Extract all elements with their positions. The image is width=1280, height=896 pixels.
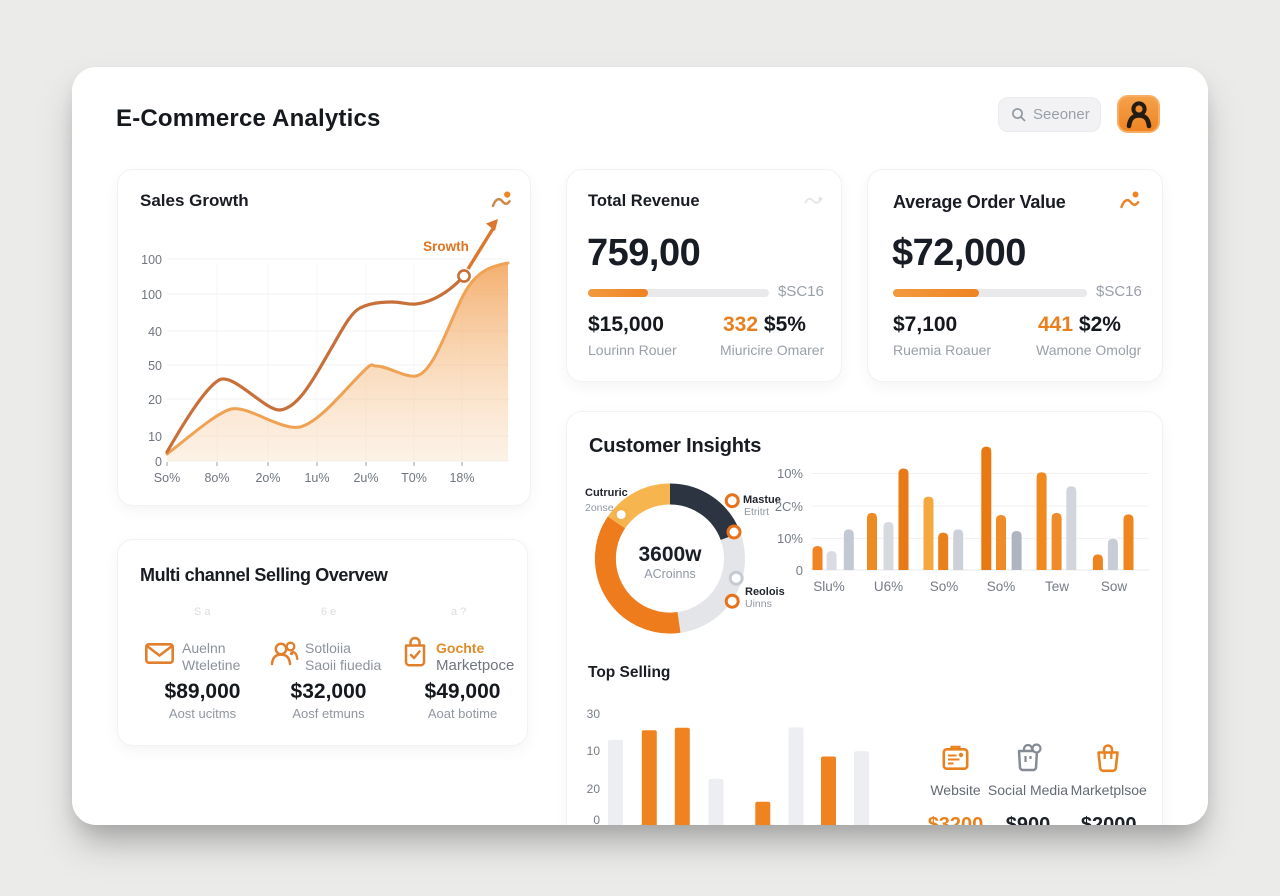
svg-text:Etritrt: Etritrt	[744, 506, 769, 518]
svg-text:10%: 10%	[777, 466, 803, 481]
svg-text:2onse: 2onse	[585, 502, 614, 514]
svg-text:Slu%: Slu%	[813, 579, 845, 594]
svg-text:So%: So%	[930, 579, 959, 594]
svg-text:Srowth: Srowth	[423, 239, 469, 254]
svg-text:8o%: 8o%	[204, 471, 229, 485]
svg-text:So%: So%	[987, 579, 1016, 594]
svg-text:10: 10	[148, 430, 162, 444]
svg-text:10%: 10%	[777, 531, 803, 546]
svg-text:1u%: 1u%	[304, 471, 329, 485]
svg-text:100: 100	[141, 253, 162, 267]
svg-text:$900: $900	[1006, 814, 1051, 825]
svg-text:30: 30	[587, 707, 601, 721]
svg-text:U6%: U6%	[874, 579, 903, 594]
svg-text:T0%: T0%	[401, 471, 427, 485]
svg-text:$2000: $2000	[1081, 814, 1137, 825]
svg-text:Marketplsoe: Marketplsoe	[1071, 782, 1147, 798]
svg-text:Reolois: Reolois	[745, 586, 785, 598]
svg-text:18%: 18%	[449, 471, 474, 485]
svg-text:0: 0	[593, 813, 600, 825]
svg-text:40: 40	[148, 325, 162, 339]
svg-text:Sow: Sow	[1101, 579, 1128, 594]
svg-text:100: 100	[141, 288, 162, 302]
svg-text:20: 20	[587, 782, 601, 796]
svg-text:Mastue: Mastue	[743, 494, 781, 506]
svg-text:So%: So%	[154, 471, 180, 485]
svg-text:3600w: 3600w	[638, 543, 702, 566]
svg-text:Tew: Tew	[1045, 579, 1069, 594]
svg-text:10: 10	[587, 744, 601, 758]
svg-text:Social Media: Social Media	[988, 782, 1068, 798]
svg-text:2C%: 2C%	[775, 499, 804, 514]
svg-text:Uinns: Uinns	[745, 598, 772, 610]
svg-text:2o%: 2o%	[255, 471, 280, 485]
svg-text:50: 50	[148, 359, 162, 373]
svg-text:20: 20	[148, 393, 162, 407]
svg-text:ACroinns: ACroinns	[644, 567, 695, 581]
svg-text:Website: Website	[930, 782, 981, 798]
svg-text:2u%: 2u%	[353, 471, 378, 485]
svg-text:0: 0	[155, 455, 162, 469]
svg-text:0: 0	[796, 563, 803, 578]
svg-text:Cutruric: Cutruric	[585, 487, 628, 499]
svg-text:$3200: $3200	[928, 814, 984, 825]
